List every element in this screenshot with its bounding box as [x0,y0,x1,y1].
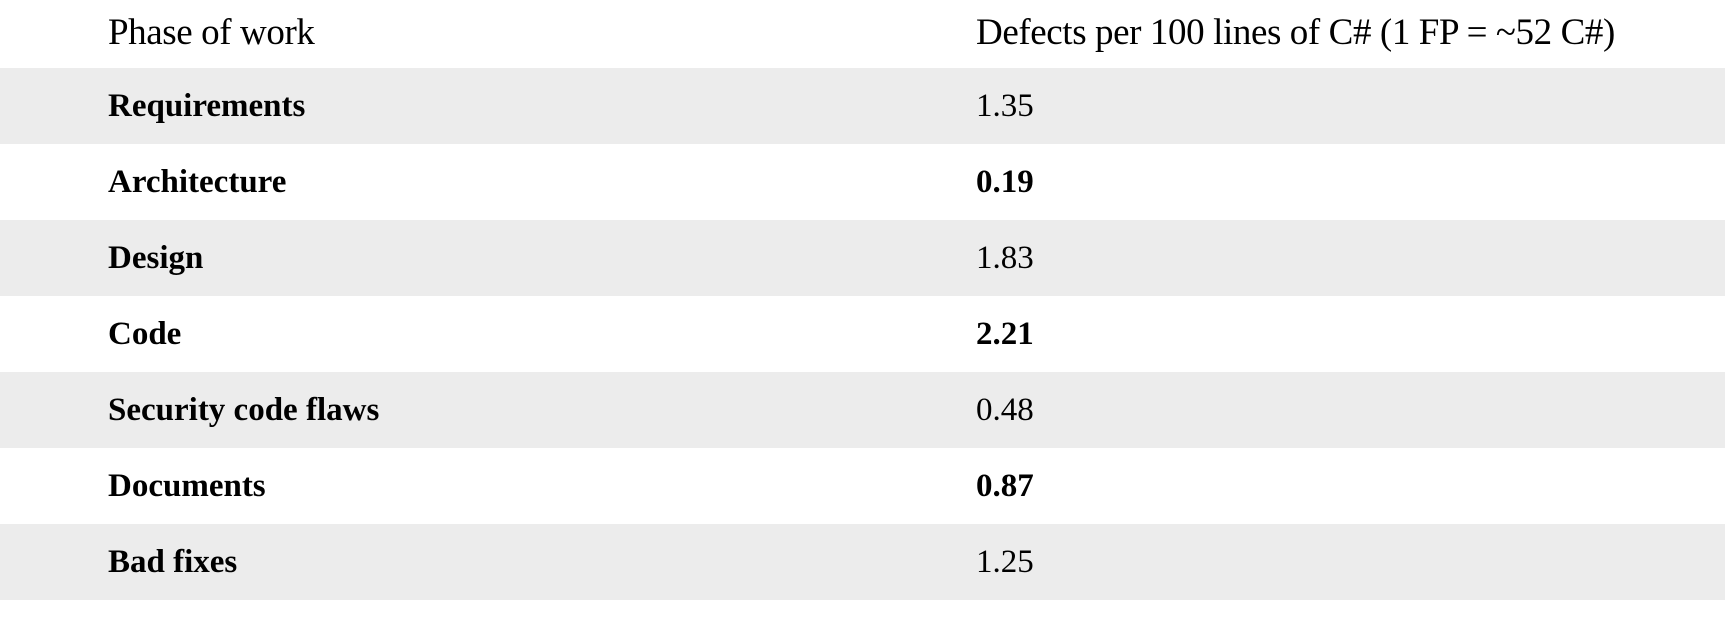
table-row: Design 1.83 [0,220,1725,296]
row-defects-value: 0.19 [976,163,1034,200]
table-header-row: Phase of work Defects per 100 lines of C… [0,0,1725,68]
table-row: Bad fixes 1.25 [0,524,1725,600]
row-phase-label: Design [108,239,204,276]
table-row: Security code flaws 0.48 [0,372,1725,448]
table-row: Code 2.21 [0,296,1725,372]
header-phase-of-work: Phase of work [108,11,315,53]
row-defects-value: 0.48 [976,391,1034,428]
table-row: Architecture 0.19 [0,144,1725,220]
table-row: Requirements 1.35 [0,68,1725,144]
row-defects-value: 1.83 [976,239,1034,276]
row-defects-value: 0.87 [976,467,1034,504]
row-phase-label: Architecture [108,163,287,200]
header-defects-per-100-lines: Defects per 100 lines of C# (1 FP = ~52 … [976,11,1615,53]
row-phase-label: Documents [108,467,266,504]
row-defects-value: 2.21 [976,315,1034,352]
row-phase-label: Code [108,315,182,352]
table-row: Documents 0.87 [0,448,1725,524]
row-defects-value: 1.35 [976,87,1034,124]
row-phase-label: Security code flaws [108,391,380,428]
row-defects-value: 1.25 [976,543,1034,580]
row-phase-label: Bad fixes [108,543,238,580]
row-phase-label: Requirements [108,87,306,124]
defects-table: Phase of work Defects per 100 lines of C… [0,0,1725,600]
